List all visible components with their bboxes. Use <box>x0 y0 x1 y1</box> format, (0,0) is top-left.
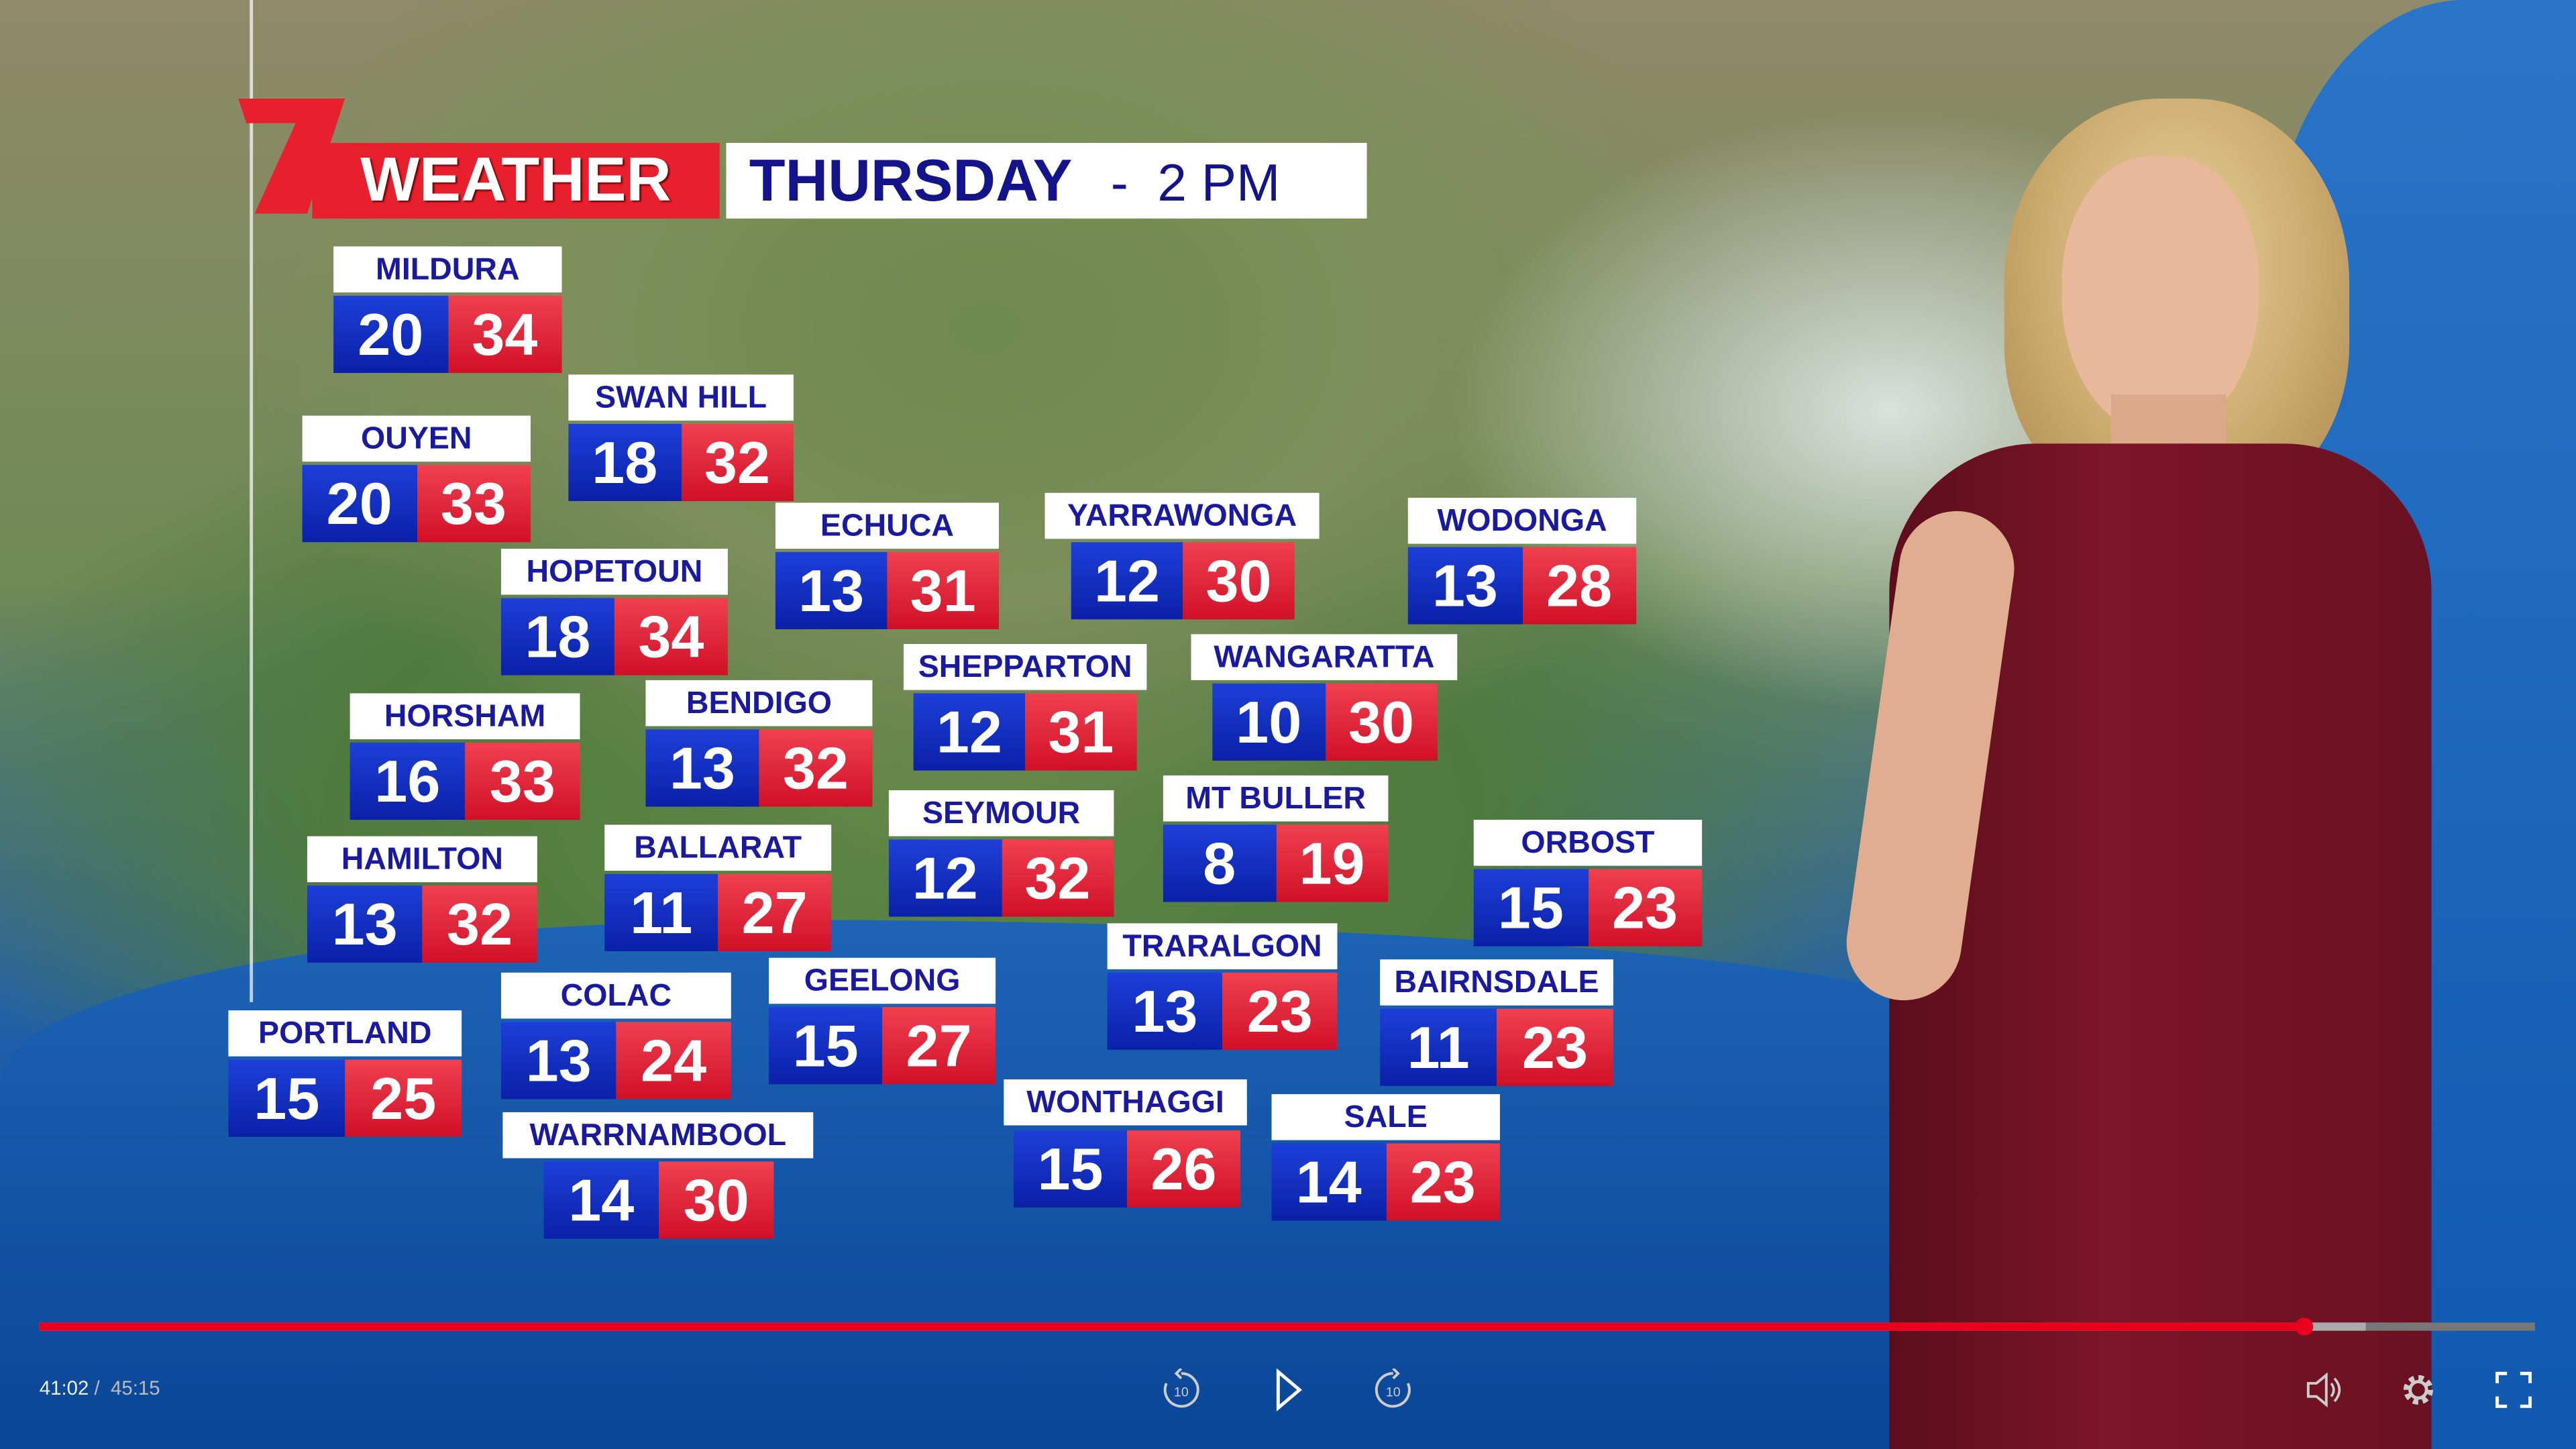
day: THURSDAY <box>749 146 1071 214</box>
city-wonthaggi: WONTHAGGI 15 26 <box>1004 1079 1247 1208</box>
min-temp: 14 <box>1271 1143 1386 1221</box>
volume-icon[interactable] <box>2302 1368 2345 1411</box>
min-temp: 20 <box>302 465 417 543</box>
rewind-10-icon[interactable]: 10 <box>1160 1368 1203 1411</box>
min-temp: 15 <box>1473 869 1588 947</box>
min-temp: 15 <box>228 1059 345 1137</box>
min-temp: 15 <box>1014 1130 1128 1208</box>
max-temp: 32 <box>681 423 794 501</box>
max-temp: 32 <box>1001 839 1114 917</box>
max-temp: 32 <box>422 885 537 963</box>
max-temp: 19 <box>1275 824 1389 902</box>
min-temp: 13 <box>500 1022 616 1099</box>
svg-text:10: 10 <box>1386 1385 1401 1400</box>
fullscreen-icon[interactable] <box>2492 1368 2535 1411</box>
min-temp: 18 <box>500 598 614 676</box>
city-mt-buller: MT BULLER 8 19 <box>1163 775 1389 902</box>
city-hopetoun: HOPETOUN 18 34 <box>500 548 728 676</box>
max-temp: 23 <box>1497 1008 1613 1086</box>
city-wodonga: WODONGA 13 28 <box>1407 498 1637 625</box>
state-border <box>250 0 254 1002</box>
max-temp: 33 <box>465 742 580 820</box>
city-hamilton: HAMILTON 13 32 <box>307 836 537 963</box>
city-wangaratta: WANGARATTA 10 30 <box>1191 634 1458 761</box>
min-temp: 12 <box>913 693 1026 771</box>
city-ballarat: BALLARAT 11 27 <box>604 824 832 951</box>
duration: 45:15 <box>111 1377 160 1400</box>
weather-tag: WEATHER <box>312 143 720 219</box>
seven-logo <box>238 98 345 214</box>
settings-gear-icon[interactable] <box>2397 1368 2440 1411</box>
min-temp: 8 <box>1163 824 1276 902</box>
max-temp: 23 <box>1587 869 1703 947</box>
max-temp: 31 <box>1025 693 1137 771</box>
max-temp: 34 <box>614 598 728 676</box>
city-portland: PORTLAND 15 25 <box>228 1010 462 1137</box>
city-yarrawonga: YARRAWONGA 12 30 <box>1044 492 1320 620</box>
min-temp: 13 <box>307 885 423 963</box>
max-temp: 24 <box>616 1022 731 1099</box>
day-time-tag: THURSDAY - 2 PM <box>726 143 1367 219</box>
max-temp: 34 <box>447 295 562 373</box>
city-colac: COLAC 13 24 <box>500 972 731 1099</box>
city-echuca: ECHUCA 13 31 <box>775 502 999 629</box>
max-temp: 26 <box>1127 1130 1240 1208</box>
forward-10-icon[interactable]: 10 <box>1372 1368 1415 1411</box>
max-temp: 27 <box>882 1007 996 1085</box>
city-swan-hill: SWAN HILL 18 32 <box>568 374 794 501</box>
city-bendigo: BENDIGO 13 32 <box>645 680 873 807</box>
presenter <box>1839 82 2448 1449</box>
min-temp: 12 <box>1071 542 1183 620</box>
max-temp: 30 <box>1325 683 1438 761</box>
play-icon[interactable] <box>1267 1368 1309 1411</box>
min-temp: 13 <box>1107 972 1223 1050</box>
svg-text:10: 10 <box>1174 1385 1189 1400</box>
min-temp: 20 <box>333 295 448 373</box>
current-time: 41:02 <box>39 1377 89 1400</box>
city-seymour: SEYMOUR 12 32 <box>888 790 1114 917</box>
min-temp: 13 <box>775 551 888 629</box>
city-geelong: GEELONG 15 27 <box>769 957 996 1085</box>
min-temp: 15 <box>769 1007 883 1085</box>
max-temp: 32 <box>759 729 873 807</box>
separator: - <box>1110 152 1128 212</box>
max-temp: 31 <box>887 551 999 629</box>
max-temp: 25 <box>345 1059 462 1137</box>
time-display: 41:02 / 45:15 <box>39 1377 160 1400</box>
city-ouyen: OUYEN 20 33 <box>302 415 531 543</box>
max-temp: 23 <box>1385 1143 1500 1221</box>
seek-handle[interactable] <box>2294 1318 2313 1336</box>
city-shepparton: SHEPPARTON 12 31 <box>903 644 1147 771</box>
min-temp: 13 <box>645 729 759 807</box>
min-temp: 11 <box>604 873 718 951</box>
played-bar <box>39 1322 2303 1331</box>
city-bairnsdale: BAIRNSDALE 11 23 <box>1380 959 1613 1086</box>
city-orbost: ORBOST 15 23 <box>1473 820 1703 947</box>
min-temp: 16 <box>350 742 466 820</box>
city-horsham: HORSHAM 16 33 <box>350 693 580 820</box>
min-temp: 14 <box>543 1161 659 1239</box>
min-temp: 11 <box>1380 1008 1497 1086</box>
max-temp: 33 <box>416 465 531 543</box>
max-temp: 23 <box>1222 972 1338 1050</box>
max-temp: 28 <box>1521 547 1637 625</box>
min-temp: 13 <box>1407 547 1522 625</box>
city-mildura: MILDURA 20 34 <box>333 246 562 373</box>
max-temp: 27 <box>718 873 832 951</box>
city-sale: SALE 14 23 <box>1271 1094 1500 1221</box>
max-temp: 30 <box>1183 542 1295 620</box>
max-temp: 30 <box>659 1161 774 1239</box>
city-traralgon: TRARALGON 13 23 <box>1107 923 1338 1050</box>
min-temp: 12 <box>888 839 1002 917</box>
city-warrnambool: WARRNAMBOOL 14 30 <box>502 1112 814 1239</box>
min-temp: 18 <box>568 423 682 501</box>
min-temp: 10 <box>1212 683 1326 761</box>
forecast-time: 2 PM <box>1157 152 1281 212</box>
